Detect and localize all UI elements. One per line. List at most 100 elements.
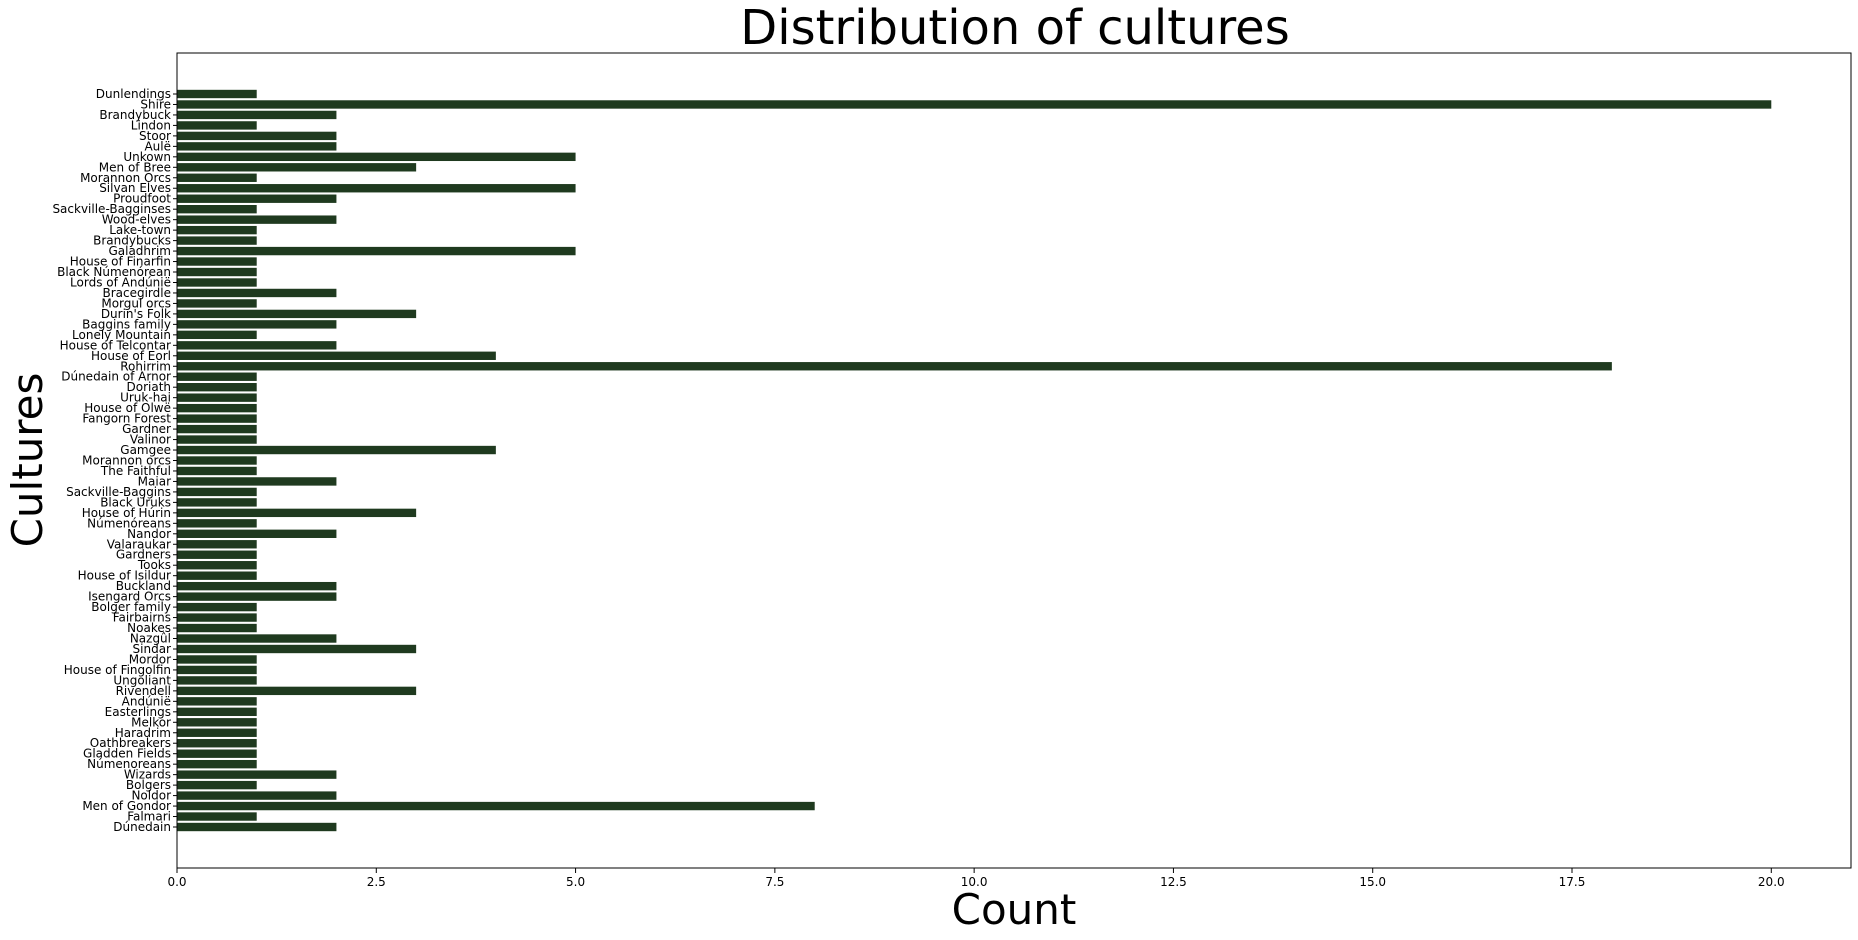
bar [177, 466, 257, 476]
y-tick-label: Bolgers [126, 778, 171, 792]
y-tick-label: Silvan Elves [99, 181, 171, 195]
y-tick-label: Nandor [127, 527, 171, 541]
y-tick-label: Rohirrim [120, 359, 171, 373]
y-tick-label: Morannon Orcs [80, 171, 171, 185]
y-tick-label: Valaraukar [107, 537, 171, 551]
y-tick-label: Dúnedain [113, 820, 171, 834]
bar [177, 550, 257, 559]
bar [177, 477, 337, 486]
bar [177, 487, 257, 497]
bar [177, 362, 1612, 371]
bars-group [177, 89, 1772, 832]
bar [177, 676, 257, 685]
y-tick-label: Unkown [123, 150, 171, 164]
bar [177, 424, 257, 434]
y-tick-label: Men of Gondor [82, 799, 171, 813]
y-tick-label: House of Húrin [82, 506, 171, 520]
bar [177, 665, 257, 675]
y-tick-group: DunlendingsShireBrandybuckLindonStoorAul… [52, 87, 177, 834]
bar [177, 780, 257, 790]
y-tick-label: Bolger family [91, 600, 171, 614]
bar [177, 267, 257, 277]
y-tick-label: Brandybucks [93, 234, 171, 248]
bar [177, 215, 337, 224]
y-tick-label: Black Uruks [100, 495, 171, 509]
y-tick-label: Doriath [126, 380, 171, 394]
bar [177, 341, 337, 350]
y-tick-label: Maiar [138, 474, 171, 488]
y-tick-label: Bracegirdle [102, 286, 171, 300]
bar [177, 686, 417, 696]
y-tick-label: Falmari [127, 810, 171, 824]
bar [177, 414, 257, 423]
y-tick-label: House of Isildur [78, 569, 171, 583]
y-tick-label: Oathbreakers [90, 736, 171, 750]
bar [177, 644, 417, 654]
y-tick-label: Galadhrim [108, 244, 171, 258]
y-tick-label: Gardners [116, 548, 171, 562]
x-axis-label: Count [952, 885, 1077, 934]
y-tick-label: Buckland [116, 579, 171, 593]
bar [177, 309, 417, 319]
bar [177, 456, 257, 465]
x-tick-label: 2.5 [367, 875, 386, 889]
y-tick-label: Nazgûl [130, 632, 171, 646]
bar [177, 152, 576, 162]
bar [177, 403, 257, 413]
x-tick-label: 20.0 [1758, 875, 1785, 889]
bar [177, 739, 257, 748]
bar [177, 372, 257, 381]
y-tick-label: Gladden Fields [83, 747, 171, 761]
bar [177, 100, 1772, 109]
y-tick-label: Sackville-Baggins [66, 485, 171, 499]
bar [177, 121, 257, 130]
bar [177, 634, 337, 643]
y-tick-label: Lindon [131, 118, 171, 132]
bar [177, 613, 257, 622]
bar [177, 320, 337, 329]
bar [177, 519, 257, 528]
y-tick-label: Rivendell [116, 684, 171, 698]
y-tick-label: Men of Bree [99, 160, 171, 174]
bar [177, 288, 337, 298]
y-tick-label: Lake-town [109, 223, 171, 237]
bar [177, 278, 257, 287]
bar [177, 571, 257, 580]
bar [177, 445, 496, 455]
bar [177, 697, 257, 706]
y-tick-label: Morannon orcs [82, 454, 171, 468]
bar [177, 749, 257, 758]
bar [177, 529, 337, 538]
bar [177, 194, 337, 203]
y-tick-label: House of Telcontar [60, 338, 171, 352]
bar [177, 498, 257, 507]
bar [177, 707, 257, 717]
y-tick-label: House of Finarfin [70, 255, 171, 269]
bar [177, 173, 257, 182]
x-tick-label: 15.0 [1359, 875, 1386, 889]
chart-title: Distribution of cultures [740, 0, 1289, 56]
bar [177, 435, 257, 444]
y-tick-label: Morgul orcs [101, 296, 171, 310]
bar [177, 812, 257, 821]
y-axis-label: Cultures [3, 373, 52, 548]
y-tick-label: Durin's Folk [101, 307, 171, 321]
y-tick-label: Sindar [133, 642, 172, 656]
y-tick-label: Stoor [139, 129, 171, 143]
y-tick-label: Mordor [129, 652, 171, 666]
bar [177, 89, 257, 99]
y-tick-label: Gamgee [120, 443, 171, 457]
bar [177, 163, 417, 172]
y-tick-label: Brandybuck [99, 108, 171, 122]
bar [177, 383, 257, 392]
bar [177, 759, 257, 769]
bar [177, 581, 337, 591]
bar [177, 351, 496, 360]
x-tick-label: 12.5 [1160, 875, 1187, 889]
y-tick-label: House of Olwë [84, 401, 171, 415]
bar [177, 205, 257, 214]
y-tick-label: Noldor [131, 789, 171, 803]
y-tick-label: Baggins family [82, 317, 171, 331]
y-tick-label: Lords of Andúnië [70, 275, 171, 289]
y-tick-label: Dunlendings [96, 87, 171, 101]
